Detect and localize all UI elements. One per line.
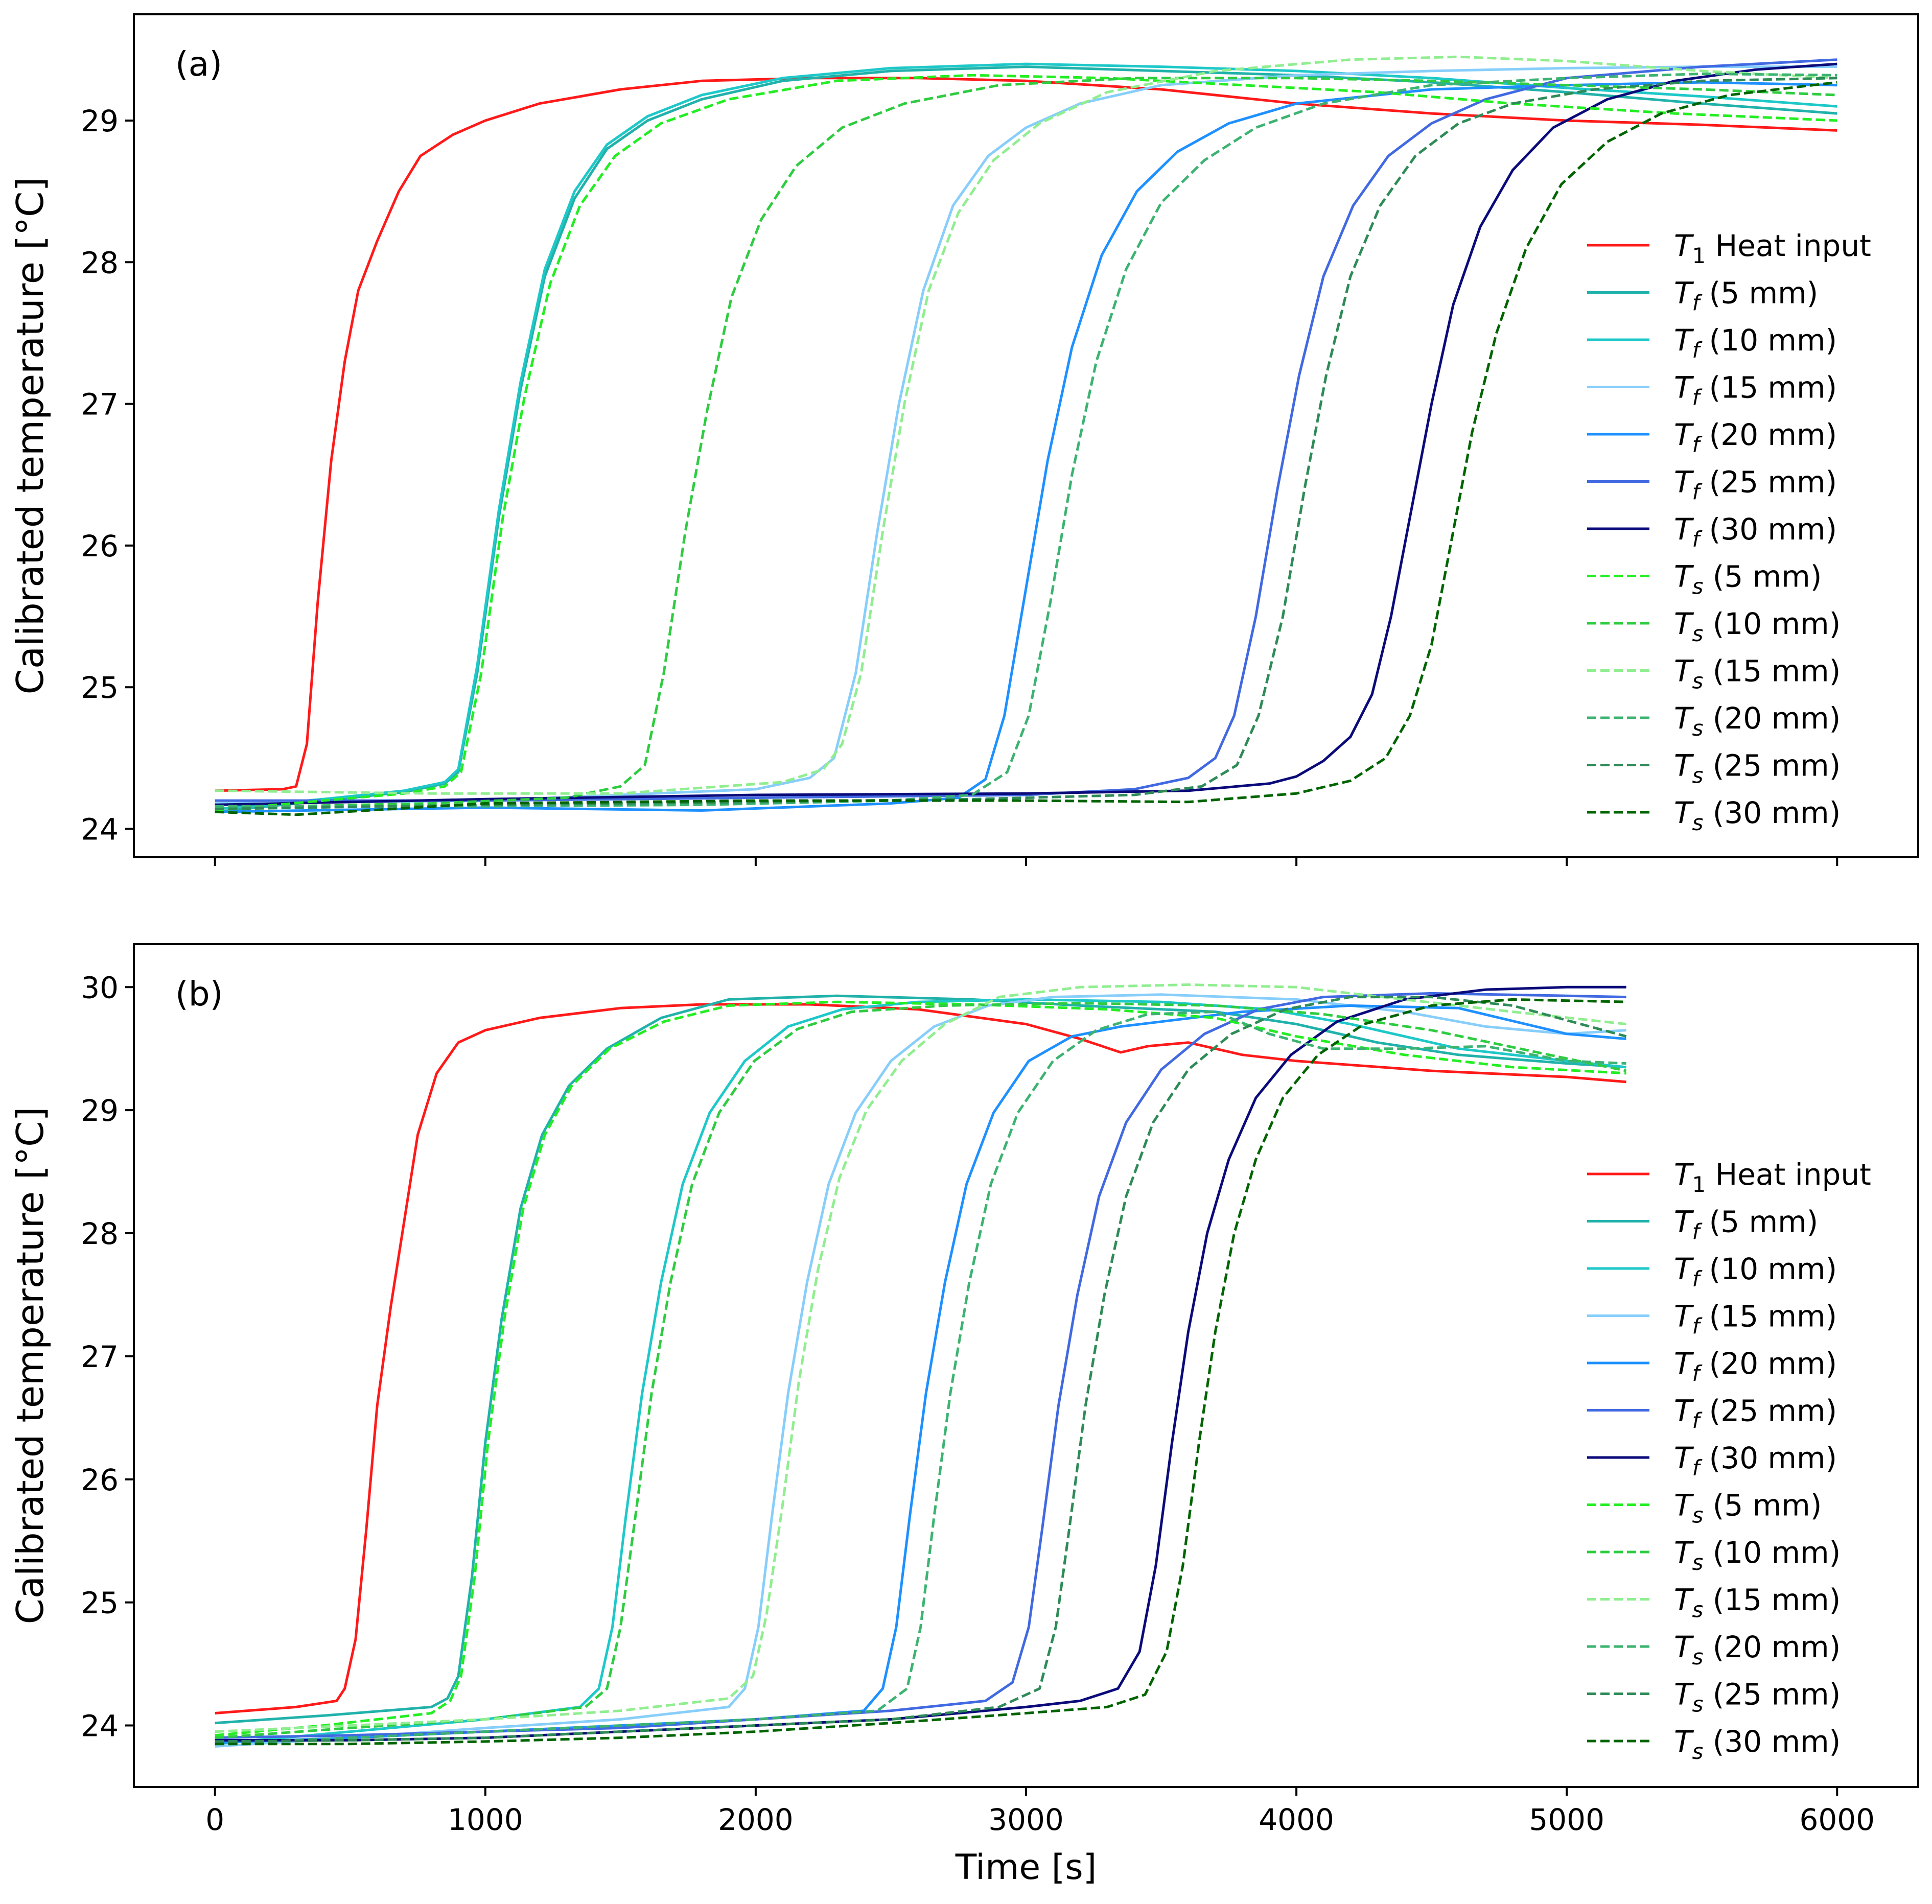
- legend-entry-ts-15-mm: Ts (15 mm): [1674, 1583, 1841, 1623]
- y-tick-label: 25: [81, 670, 119, 705]
- series-line-tf-30-mm: [215, 62, 1837, 806]
- series-line-ts-15-mm: [215, 55, 1837, 795]
- series-line-tf-15-mm: [215, 65, 1837, 805]
- legend-entry-ts-15-mm: Ts (15 mm): [1674, 654, 1841, 694]
- series-line-tf-25-mm: [215, 58, 1837, 802]
- x-tick-label: 3000: [988, 1802, 1064, 1837]
- series-line-ts-20-mm: [215, 1010, 1626, 1746]
- x-tick-label: 1000: [448, 1802, 523, 1837]
- series-line-tf-10-mm: [215, 62, 1837, 811]
- legend-entry-tf-5-mm: Tf (5 mm): [1674, 1205, 1818, 1244]
- panel-label: (a): [175, 44, 222, 84]
- legend-entry-ts-20-mm: Ts (20 mm): [1674, 1630, 1841, 1670]
- y-tick-label: 26: [81, 1463, 119, 1497]
- series-line-ts-5-mm: [215, 1000, 1626, 1737]
- series-line-ts-15-mm: [215, 983, 1626, 1733]
- series-line-ts-5-mm: [215, 74, 1837, 812]
- legend-entry-tf-10-mm: Tf (10 mm): [1674, 1252, 1837, 1291]
- x-axis-label: Time [s]: [955, 1847, 1097, 1888]
- legend-entry-tf-30-mm: Tf (30 mm): [1674, 512, 1837, 552]
- series-group: [215, 983, 1627, 1748]
- legend-entry-ts-5-mm: Ts (5 mm): [1674, 559, 1822, 599]
- y-tick-label: 30: [81, 970, 119, 1005]
- series-line-tf-20-mm: [215, 81, 1837, 813]
- legend: T1 Heat input Tf (5 mm) Tf (10 mm) Tf (15 m…: [1587, 1157, 1871, 1764]
- x-tick-label: 6000: [1799, 1802, 1875, 1837]
- series-line-tf-10-mm: [215, 998, 1626, 1746]
- y-tick-label: 24: [81, 1709, 119, 1744]
- legend-entry-ts-5-mm: Ts (5 mm): [1674, 1488, 1822, 1528]
- legend-entry-ts-10-mm: Ts (10 mm): [1674, 1535, 1841, 1575]
- legend-entry-t1-heat-input: T1 Heat input: [1674, 228, 1871, 268]
- series-line-ts-10-mm: [215, 1002, 1627, 1740]
- series-line-ts-25-mm: [215, 77, 1837, 811]
- panel-a: 24 25 26 27 28 29 Calibrated temperature [°C] (…: [9, 13, 1919, 866]
- y-tick-label: 27: [81, 1339, 119, 1374]
- y-tick-label: 24: [81, 812, 119, 847]
- x-tick-label: 0: [205, 1802, 224, 1837]
- y-tick-label: 28: [81, 245, 119, 280]
- y-tick-label: 29: [81, 1093, 119, 1128]
- series-line-ts-25-mm: [215, 996, 1627, 1743]
- legend-entry-ts-25-mm: Ts (25 mm): [1674, 1677, 1841, 1717]
- legend-entry-t1-heat-input: T1 Heat input: [1674, 1157, 1871, 1197]
- y-tick-label: 27: [81, 387, 119, 422]
- series-line-ts-30-mm: [215, 81, 1837, 816]
- legend: T1 Heat input Tf (5 mm) Tf (10 mm) Tf (15 m…: [1587, 228, 1871, 835]
- y-axis-label: Calibrated temperature [°C]: [9, 177, 52, 695]
- legend-entry-ts-30-mm: Ts (30 mm): [1674, 795, 1841, 835]
- legend-entry-tf-20-mm: Tf (20 mm): [1674, 1346, 1837, 1386]
- legend-entry-tf-25-mm: Tf (25 mm): [1674, 1394, 1837, 1433]
- legend-entry-tf-10-mm: Tf (10 mm): [1674, 323, 1837, 363]
- y-tick-label: 28: [81, 1216, 119, 1251]
- series-line-ts-30-mm: [215, 998, 1626, 1746]
- legend-entry-tf-30-mm: Tf (30 mm): [1674, 1441, 1837, 1480]
- legend-entry-tf-15-mm: Tf (15 mm): [1674, 1299, 1837, 1339]
- legend-entry-ts-30-mm: Ts (30 mm): [1674, 1724, 1841, 1764]
- y-axis-label: Calibrated temperature [°C]: [9, 1107, 52, 1625]
- legend-entry-tf-25-mm: Tf (25 mm): [1674, 465, 1837, 505]
- panel-label: (b): [175, 974, 223, 1014]
- y-tick-label: 25: [81, 1586, 119, 1620]
- y-tick-label: 29: [81, 104, 119, 138]
- x-tick-label: 5000: [1529, 1802, 1604, 1837]
- x-tick-label: 2000: [718, 1802, 794, 1837]
- y-tick-label: 26: [81, 529, 119, 563]
- legend-entry-tf-5-mm: Tf (5 mm): [1674, 276, 1818, 316]
- panel-b: 0 1000 2000 3000 4000 5000 6000 24 25 26 27 28 29 30 C…: [9, 943, 1919, 1837]
- series-line-ts-20-mm: [215, 73, 1837, 808]
- legend-entry-ts-20-mm: Ts (20 mm): [1674, 701, 1841, 741]
- series-group: [215, 55, 1837, 816]
- series-line-ts-10-mm: [215, 77, 1837, 809]
- legend-entry-ts-25-mm: Ts (25 mm): [1674, 748, 1841, 788]
- x-tick-label: 4000: [1259, 1802, 1334, 1837]
- legend-entry-tf-15-mm: Tf (15 mm): [1674, 370, 1837, 410]
- series-line-tf-25-mm: [215, 992, 1626, 1740]
- legend-entry-tf-20-mm: Tf (20 mm): [1674, 417, 1837, 457]
- legend-entry-ts-10-mm: Ts (10 mm): [1674, 606, 1841, 646]
